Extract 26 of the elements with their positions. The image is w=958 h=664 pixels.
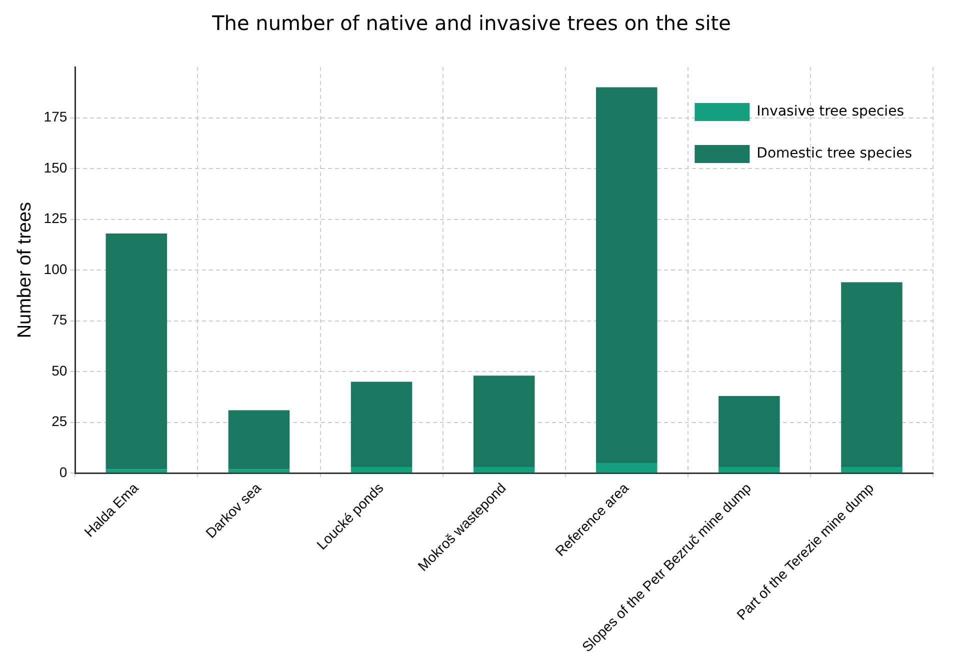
- y-axis-title: Number of trees: [14, 202, 36, 338]
- bar: [718, 467, 780, 473]
- bar: [596, 87, 658, 463]
- chart-title: The number of native and invasive trees on the site: [211, 11, 731, 36]
- bar: [228, 410, 290, 470]
- y-tick-label: 75: [52, 312, 68, 328]
- bar: [473, 467, 535, 473]
- bar: [473, 376, 535, 468]
- bar: [350, 467, 412, 473]
- bar: [106, 234, 168, 470]
- y-tick-label: 0: [59, 464, 68, 480]
- bar: [718, 396, 780, 468]
- bar: [350, 382, 412, 468]
- bar: [228, 469, 290, 473]
- y-tick-label: 25: [52, 413, 68, 430]
- bar: [841, 467, 902, 473]
- y-tick-label: 100: [44, 260, 68, 277]
- y-tick-label: 175: [44, 108, 68, 125]
- legend-label: Domestic tree species: [756, 146, 912, 162]
- bar: [106, 469, 168, 473]
- y-tick-label: 50: [52, 362, 68, 378]
- bar: [841, 282, 902, 468]
- legend-label: Invasive tree species: [756, 104, 904, 120]
- y-tick-label: 150: [44, 159, 68, 176]
- bar: [596, 462, 658, 473]
- y-tick-label: 125: [44, 210, 68, 226]
